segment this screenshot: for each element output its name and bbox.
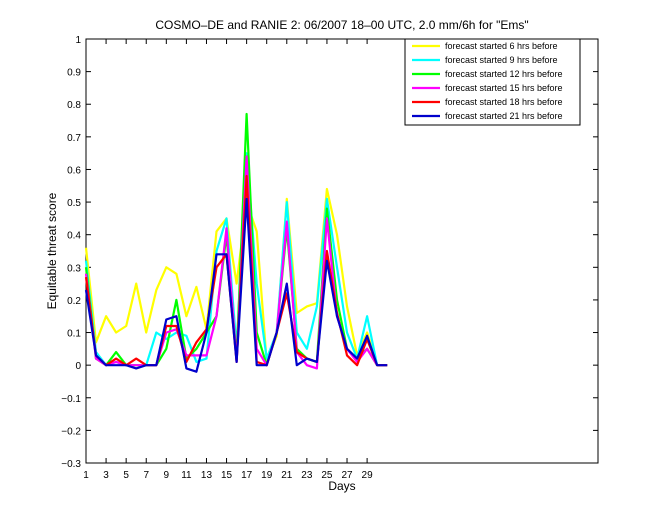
- x-tick-label: 11: [181, 470, 192, 481]
- y-tick-label: −0.2: [61, 426, 81, 437]
- y-tick-label: 0: [75, 361, 81, 372]
- x-tick-label: 17: [241, 470, 253, 481]
- y-tick-label: 0.3: [67, 263, 81, 274]
- x-axis-label: Days: [328, 479, 355, 493]
- x-tick-label: 15: [221, 470, 233, 481]
- y-tick-label: 0.7: [67, 133, 81, 144]
- x-tick-label: 25: [321, 470, 333, 481]
- series-line-1: [84, 187, 388, 367]
- legend-label-1: forecast started 6 hrs before: [445, 41, 558, 51]
- y-tick-label: −0.3: [61, 459, 81, 470]
- legend-label-6: forecast started 21 hrs before: [445, 111, 563, 121]
- legend-label-4: forecast started 15 hrs before: [445, 83, 563, 93]
- legend-label-5: forecast started 18 hrs before: [445, 97, 563, 107]
- y-tick-label: 1: [75, 35, 81, 46]
- x-tick-label: 7: [143, 470, 149, 481]
- x-tick-label: 27: [341, 470, 353, 481]
- x-tick-label: 29: [362, 470, 374, 481]
- legend: forecast started 6 hrs before forecast st…: [404, 38, 581, 126]
- y-axis-label: Equitable threat score: [45, 192, 59, 309]
- y-tick-label: 0.8: [67, 100, 81, 111]
- y-tick-label: 0.9: [67, 68, 81, 79]
- y-tick-label: 0.4: [67, 231, 81, 242]
- x-tick-label: 5: [123, 470, 129, 481]
- legend-box: [404, 38, 581, 126]
- x-tick-label: 19: [261, 470, 273, 481]
- y-axis-ticks: −0.3 −0.2 −0.1 0 0.1 0.2 0.3 0.4 0.5 0.6 0.7 0.8 0.9…: [61, 35, 598, 470]
- y-tick-label: 0.1: [67, 329, 81, 340]
- x-axis-ticks: 1 3 5 7 9 11 13 15 17 19 21 23 25 27 29: [83, 39, 373, 481]
- y-tick-label: 0.5: [67, 198, 81, 209]
- y-tick-label: −0.1: [61, 394, 81, 405]
- legend-label-3: forecast started 12 hrs before: [445, 69, 563, 79]
- x-tick-label: 23: [301, 470, 313, 481]
- x-tick-label: 1: [83, 470, 89, 481]
- chart-title: COSMO–DE and RANIE 2: 06/2007 18–00 UTC,…: [155, 18, 528, 32]
- series-lines: [84, 112, 388, 373]
- x-tick-label: 21: [281, 470, 293, 481]
- series-line-6: [84, 197, 388, 373]
- x-tick-label: 9: [164, 470, 170, 481]
- legend-label-2: forecast started 9 hrs before: [445, 55, 558, 65]
- x-tick-label: 3: [103, 470, 109, 481]
- y-tick-label: 0.6: [67, 165, 81, 176]
- x-tick-label: 13: [201, 470, 213, 481]
- y-tick-label: 0.2: [67, 296, 81, 307]
